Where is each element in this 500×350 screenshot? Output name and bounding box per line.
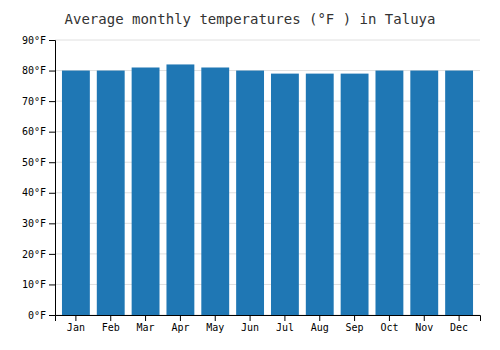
y-tick-mark [49, 71, 55, 72]
title: Average monthly temperatures (°F ) in Ta… [65, 11, 436, 27]
x-tick: Dec [450, 315, 468, 333]
y-tick-label: 70°F [22, 96, 46, 107]
x-tick-label: Oct [380, 322, 398, 333]
y-tick-mark [49, 193, 55, 194]
x-tick-label: May [206, 322, 224, 333]
x-tick-mark [75, 315, 76, 321]
x-tick-mark [284, 315, 285, 321]
chart-container: 0°F 10°F 20°F 30°F 40°F 50°F 60°F 70°F 80°F 90°F J… [0, 0, 500, 350]
y-tick-label: 40°F [22, 187, 46, 198]
y-tick-label: 10°F [22, 279, 46, 290]
x-tick-mark [424, 315, 425, 321]
bars [62, 64, 473, 315]
bar [341, 74, 369, 315]
y-tick: 80°F [22, 65, 55, 76]
plot: 0°F 10°F 20°F 30°F 40°F 50°F 60°F 70°F 80°F 90°F J… [22, 35, 481, 333]
bar [201, 68, 229, 316]
bar [445, 71, 473, 315]
x-tick-label: Jun [241, 322, 259, 333]
chart: 0°F 10°F 20°F 30°F 40°F 50°F 60°F 70°F 80°F 90°F J… [0, 0, 500, 350]
y-tick-label: 30°F [22, 218, 46, 229]
x-tick: Jan [67, 315, 85, 333]
x-tick: Aug [311, 315, 329, 333]
y-tick-label: 80°F [22, 65, 46, 76]
y-tick-label: 50°F [22, 157, 46, 168]
y-tick: 70°F [22, 96, 55, 107]
y-tick-mark [49, 315, 55, 316]
x-tick-label: Apr [171, 322, 189, 333]
y-tick-mark [49, 101, 55, 102]
x-tick-label: Nov [415, 322, 433, 333]
x-tick-mark [180, 315, 181, 321]
y-tick-mark [49, 162, 55, 163]
x-tick-mark [215, 315, 216, 321]
x-tick: May [206, 315, 224, 333]
bar [97, 71, 125, 315]
x-tick-mark [459, 315, 460, 321]
bar [306, 74, 334, 315]
bar [271, 74, 299, 315]
x-tick-mark [389, 315, 390, 321]
y-tick-mark [49, 223, 55, 224]
y-tick-mark [49, 254, 55, 255]
bar [410, 71, 438, 315]
bar [166, 64, 194, 315]
x-tick-label: Mar [137, 322, 155, 333]
x-tick-label: Jul [276, 322, 294, 333]
x-tick-mark [250, 315, 251, 321]
x-tick-label: Jan [67, 322, 85, 333]
x-tick-mark [110, 315, 111, 321]
x-tick: Sep [346, 315, 364, 333]
x-tick-label: Aug [311, 322, 329, 333]
y-tick: 50°F [22, 157, 55, 168]
y-tick: 90°F [22, 35, 55, 46]
x-tick-mark [319, 315, 320, 321]
y-tick-mark [49, 132, 55, 133]
y-tick-mark [49, 40, 55, 41]
y-tick-label: 60°F [22, 126, 46, 137]
bar [375, 71, 403, 315]
y-tick: 0°F [28, 310, 55, 321]
x-tick: Feb [102, 315, 120, 333]
bar [236, 71, 264, 315]
y-tick-label: 0°F [28, 310, 46, 321]
x-tick-label: Sep [346, 322, 364, 333]
bar [132, 68, 160, 316]
y-axis-line [49, 41, 56, 316]
y-tick: 30°F [22, 218, 55, 229]
x-tick: Mar [137, 315, 155, 333]
x-tick: Oct [380, 315, 398, 333]
x-axis-line [56, 316, 481, 322]
bar [62, 71, 90, 315]
grid-line [55, 40, 480, 41]
x-tick: Jul [276, 315, 294, 333]
grid [55, 40, 480, 315]
y-tick: 60°F [22, 126, 55, 137]
x-tick-label: Dec [450, 322, 468, 333]
y-tick-label: 90°F [22, 35, 46, 46]
y-tick: 10°F [22, 279, 55, 290]
y-axis: 0°F 10°F 20°F 30°F 40°F 50°F 60°F 70°F 80°F 90°F [22, 35, 56, 321]
y-tick-label: 20°F [22, 249, 46, 260]
x-tick-mark [354, 315, 355, 321]
x-tick-label: Feb [102, 322, 120, 333]
x-tick-mark [145, 315, 146, 321]
x-axis: Jan Feb Mar Apr May Jun Jul Aug Sep Oct Nov Dec [56, 315, 481, 333]
x-tick: Apr [171, 315, 189, 333]
y-tick-mark [49, 284, 55, 285]
x-tick: Jun [241, 315, 259, 333]
y-tick: 40°F [22, 187, 55, 198]
y-tick: 20°F [22, 249, 55, 260]
x-tick: Nov [415, 315, 433, 333]
